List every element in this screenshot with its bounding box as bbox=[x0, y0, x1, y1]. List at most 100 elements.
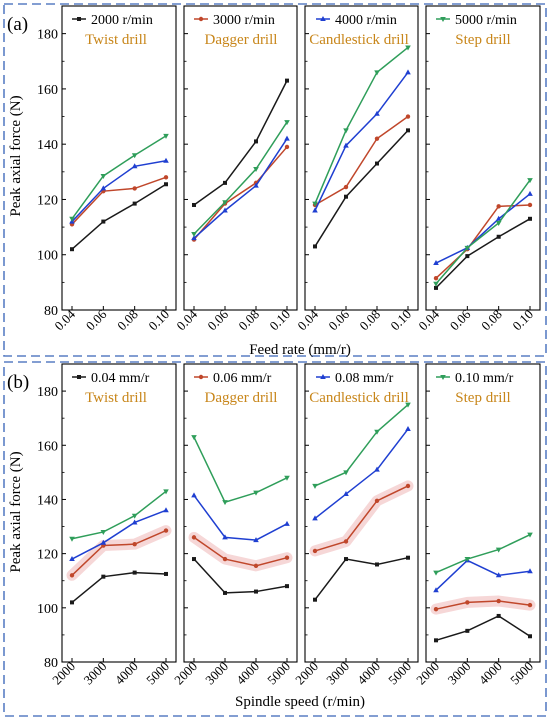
data-point bbox=[495, 547, 502, 553]
data-point bbox=[312, 483, 318, 489]
data-point bbox=[253, 563, 259, 569]
series-line bbox=[314, 71, 409, 211]
data-point bbox=[164, 571, 168, 576]
y-tick-label: 120 bbox=[37, 193, 58, 208]
data-point bbox=[192, 557, 196, 562]
drill-type-title: Dagger drill bbox=[205, 32, 278, 48]
y-tick-label: 80 bbox=[44, 304, 58, 319]
series-line bbox=[435, 218, 531, 289]
data-point bbox=[496, 204, 501, 209]
x-axis-label: Spindle speed (r/min) bbox=[235, 694, 365, 710]
series-line bbox=[71, 176, 167, 225]
data-point bbox=[222, 500, 228, 506]
plot-box bbox=[61, 363, 177, 663]
series-line bbox=[71, 135, 167, 220]
y-tick-label: 100 bbox=[37, 602, 58, 617]
y-tick-label: 180 bbox=[37, 28, 58, 43]
plot-box bbox=[304, 5, 419, 311]
data-point bbox=[132, 570, 137, 575]
data-point bbox=[344, 194, 348, 199]
drill-type-title: Twist drill bbox=[85, 390, 147, 406]
panel-label: (b) bbox=[7, 372, 29, 393]
data-point bbox=[223, 590, 227, 595]
data-point bbox=[191, 435, 197, 441]
data-point bbox=[434, 638, 438, 643]
data-point bbox=[374, 466, 380, 472]
x-tick-label: 2000 bbox=[413, 659, 442, 688]
data-point bbox=[70, 247, 74, 252]
series-line bbox=[71, 529, 167, 576]
data-point bbox=[101, 219, 106, 224]
data-point bbox=[163, 489, 169, 495]
data-point bbox=[496, 613, 501, 618]
drill-type-title: Step drill bbox=[455, 32, 510, 48]
legend-marker bbox=[77, 17, 81, 21]
data-point bbox=[434, 285, 438, 290]
data-point bbox=[312, 515, 318, 521]
legend-marker bbox=[198, 16, 204, 22]
data-point bbox=[465, 628, 470, 633]
series-line bbox=[314, 428, 409, 520]
data-point bbox=[527, 202, 533, 208]
data-point bbox=[284, 144, 290, 150]
data-point bbox=[222, 534, 228, 540]
drill-type-title: Dagger drill bbox=[205, 390, 278, 406]
legend-entry: 3000 r/min bbox=[213, 13, 275, 28]
series-line bbox=[435, 533, 531, 574]
panel-frame bbox=[3, 3, 547, 357]
data-point bbox=[312, 207, 318, 213]
series-line bbox=[71, 183, 167, 250]
data-point bbox=[527, 532, 533, 538]
data-point bbox=[495, 220, 502, 226]
drill-type-title: Step drill bbox=[455, 390, 510, 406]
data-point bbox=[527, 568, 533, 574]
plot-box bbox=[183, 363, 298, 663]
x-tick-label: 4000 bbox=[233, 659, 262, 688]
x-tick-label: 3000 bbox=[323, 659, 352, 688]
data-point bbox=[405, 114, 411, 119]
data-point bbox=[131, 513, 138, 519]
data-point bbox=[222, 207, 228, 213]
data-point bbox=[253, 490, 259, 496]
data-point bbox=[528, 634, 532, 639]
data-point bbox=[405, 426, 411, 432]
data-point bbox=[70, 600, 74, 605]
data-point bbox=[164, 182, 168, 187]
data-point bbox=[374, 110, 380, 116]
data-point bbox=[191, 232, 197, 237]
data-point bbox=[100, 529, 107, 535]
series-line bbox=[193, 536, 288, 567]
data-point bbox=[374, 136, 380, 141]
data-point bbox=[528, 216, 532, 221]
data-point bbox=[254, 589, 258, 594]
y-tick-label: 160 bbox=[37, 83, 58, 98]
legend-entry: 2000 r/min bbox=[91, 13, 153, 28]
legend-marker bbox=[440, 375, 446, 380]
data-point bbox=[465, 600, 470, 605]
data-point bbox=[132, 541, 137, 547]
y-tick-label: 100 bbox=[37, 249, 58, 264]
series-line bbox=[435, 559, 531, 591]
data-point bbox=[496, 598, 501, 604]
data-point bbox=[433, 260, 439, 266]
data-point bbox=[495, 572, 502, 578]
series-line bbox=[314, 556, 409, 601]
legend-entry: 0.06 mm/r bbox=[213, 371, 272, 386]
data-point bbox=[284, 475, 290, 481]
series-line bbox=[435, 615, 531, 642]
panel-frame bbox=[3, 361, 547, 717]
series-line bbox=[435, 193, 531, 264]
series-line bbox=[314, 485, 409, 552]
data-point bbox=[131, 153, 138, 159]
data-point bbox=[222, 200, 228, 206]
series-line bbox=[71, 571, 167, 603]
drill-type-title: Candlestick drill bbox=[309, 32, 409, 48]
data-point bbox=[405, 483, 411, 489]
data-point bbox=[69, 556, 75, 562]
x-tick-label: 2000 bbox=[292, 659, 321, 688]
data-point bbox=[343, 470, 349, 476]
